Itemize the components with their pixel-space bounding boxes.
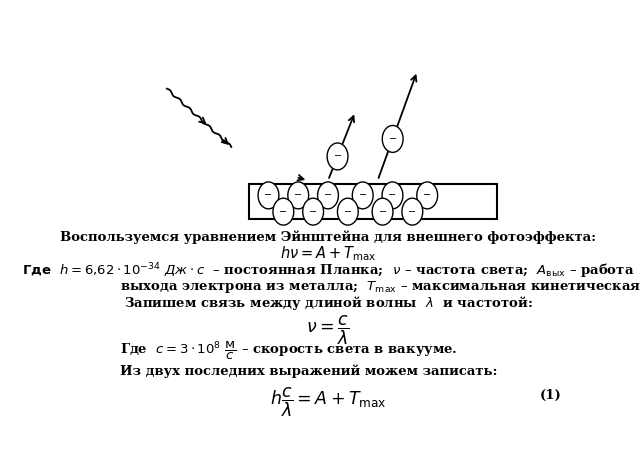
Text: −: − [333,151,342,162]
Text: −: − [388,190,397,201]
Text: $\mathbf{Где}$  $h=6{,}62\cdot10^{-34}$ $\mathit{Дж\cdot c}$  – постоянная Планк: $\mathbf{Где}$ $h=6{,}62\cdot10^{-34}$ $… [22,262,634,281]
Ellipse shape [258,182,279,209]
Text: Воспользуемся уравнением Эйнштейна для внешнего фотоэффекта:: Воспользуемся уравнением Эйнштейна для в… [60,230,596,244]
Text: $h\nu = A + T_{\mathrm{max}}$: $h\nu = A + T_{\mathrm{max}}$ [280,244,376,263]
Text: −: − [309,207,317,217]
Ellipse shape [288,182,308,209]
Text: $h\dfrac{c}{\lambda} = A + T_{\mathrm{max}}$: $h\dfrac{c}{\lambda} = A + T_{\mathrm{ma… [269,386,387,419]
Text: Где  $c=3\cdot10^{8}$ $\dfrac{\text{м}}{c}$ – скорость света в вакууме.: Где $c=3\cdot10^{8}$ $\dfrac{\text{м}}{c… [120,340,458,362]
Ellipse shape [402,198,423,225]
Text: −: − [324,190,332,201]
Ellipse shape [273,198,294,225]
Text: −: − [264,190,273,201]
Text: (1): (1) [540,389,561,402]
Text: выхода электрона из металла;  $T_{\mathrm{max}}$ – максимальная кинетическая эне: выхода электрона из металла; $T_{\mathrm… [120,279,640,296]
Ellipse shape [372,198,393,225]
Text: −: − [388,134,397,144]
Text: Запишем связь между длиной волны  $\lambda$  и частотой:: Запишем связь между длиной волны $\lambd… [124,294,532,312]
Text: Из двух последних выражений можем записать:: Из двух последних выражений можем записа… [120,364,497,378]
Text: −: − [358,190,367,201]
Text: −: − [344,207,352,217]
Text: −: − [423,190,431,201]
Ellipse shape [417,182,438,209]
Ellipse shape [352,182,373,209]
Text: −: − [279,207,287,217]
Text: −: − [378,207,387,217]
Ellipse shape [317,182,339,209]
Ellipse shape [382,125,403,152]
Text: −: − [294,190,302,201]
Text: $\nu = \dfrac{c}{\lambda}$: $\nu = \dfrac{c}{\lambda}$ [307,314,349,347]
Bar [249,184,497,219]
Text: −: − [408,207,417,217]
Ellipse shape [337,198,358,225]
Ellipse shape [382,182,403,209]
Ellipse shape [303,198,324,225]
Ellipse shape [327,143,348,170]
